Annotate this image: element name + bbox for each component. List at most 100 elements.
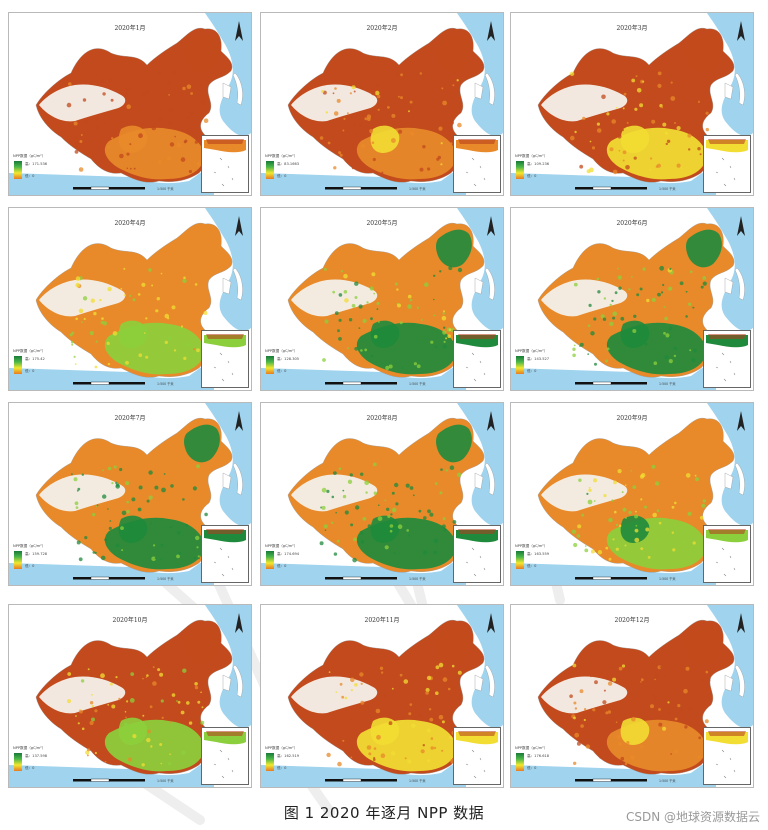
npp-texture-dot [634,514,639,519]
npp-texture-dot [324,319,329,324]
legend-color-ramp [14,161,22,179]
npp-texture-dot [364,117,368,121]
npp-texture-dot [391,751,396,756]
npp-texture-dot [590,549,595,554]
npp-texture-dot [373,292,376,295]
npp-texture-dot [331,521,334,524]
npp-texture-dot [141,282,146,287]
neighbor-land [222,462,243,496]
npp-texture-dot [668,286,673,291]
npp-texture-dot [394,282,398,286]
scale-bar-segment [592,381,612,385]
npp-legend: NPP数据（gC/m²） 高：171.536 低：0 [13,154,73,194]
npp-texture-dot [692,541,696,545]
npp-texture-dot [145,317,148,320]
npp-texture-dot [592,708,596,712]
npp-texture-dot [373,758,376,762]
scale-bar-segment [342,186,362,190]
npp-texture-dot [597,290,601,294]
npp-texture-dot [93,311,97,316]
npp-texture-dot [602,317,607,321]
npp-texture-dot [433,550,438,555]
npp-texture-dot [643,505,647,509]
npp-legend: NPP数据（gC/m²） 高：137.598 低：0 [13,746,73,786]
npp-texture-dot [372,157,376,162]
south-china-sea-inset [201,727,249,785]
npp-texture-dot [427,759,430,762]
npp-texture-dot [612,169,618,175]
npp-texture-dot [433,274,436,277]
npp-texture-dot [596,277,600,281]
npp-texture-dot [583,708,587,711]
npp-texture-dot [658,708,661,711]
npp-texture-dot [333,471,337,475]
npp-texture-dot [423,516,427,520]
legend-title: NPP数据（gC/m²） [265,746,298,750]
npp-texture-dot [344,298,349,303]
legend-low-value: 低：0 [277,766,287,770]
npp-texture-dot [640,744,644,749]
scale-bar-segment [109,382,145,385]
npp-texture-dot [75,715,77,717]
npp-legend: NPP数据（gC/m²） 高：163.559 低：0 [515,544,575,584]
npp-texture-dot [158,108,162,112]
npp-texture-dot [331,495,335,499]
sichuan-basin [620,125,650,153]
npp-texture-dot [631,716,636,722]
npp-texture-dot [404,757,407,760]
sichuan-basin [620,717,650,745]
npp-texture-dot [94,751,97,755]
npp-texture-dot [336,98,341,103]
npp-texture-dot [126,87,130,91]
npp-texture-dot [664,316,668,321]
scale-bar-segment [592,576,612,580]
npp-texture-dot [573,761,577,765]
map-scale-label: 1:500 千米 [157,577,174,581]
northeast-region [436,34,472,73]
npp-texture-dot [654,481,660,486]
npp-texture-dot [359,122,363,126]
npp-texture-dot [120,526,124,530]
npp-texture-dot [412,494,415,497]
npp-texture-dot [401,367,404,369]
npp-texture-dot [360,472,364,476]
npp-texture-dot [677,704,681,708]
npp-texture-dot [668,359,673,364]
npp-texture-dot [342,489,345,492]
npp-texture-dot [442,517,446,521]
npp-texture-dot [613,480,617,485]
npp-texture-dot [435,665,440,670]
scale-bar-segment [342,576,362,580]
npp-texture-dot [379,666,384,670]
scale-bar-segment [592,778,612,782]
south-china-sea-inset [453,525,501,583]
south-china-sea-inset [703,330,751,388]
npp-texture-dot [607,681,613,686]
sichuan-basin [620,515,650,543]
npp-texture-dot [129,167,132,170]
npp-texture-dot [354,281,359,286]
npp-texture-dot [621,128,624,132]
npp-texture-dot [403,679,409,684]
npp-texture-dot [376,734,381,740]
sea-south [511,358,716,390]
npp-texture-dot [160,543,164,547]
legend-high-value: 高：128.305 [277,357,300,361]
panel-month-title: 2020年7月 [114,415,146,422]
npp-texture-dot [126,152,130,156]
npp-texture-dot [650,157,653,160]
npp-texture-dot [442,100,447,106]
npp-texture-dot [193,557,197,560]
legend-low-value: 低：0 [527,564,537,568]
npp-texture-dot [434,345,438,349]
npp-texture-dot [624,484,627,486]
npp-texture-dot [196,348,200,353]
npp-texture-dot [84,536,88,540]
map-scale-label: 1:500 千米 [659,577,676,581]
npp-texture-dot [152,681,157,686]
npp-map-panel: 2020年2月 NPP数据（gC/m²） 高：83.1663 低：0 1:500 千米 [260,12,504,196]
legend-low-value: 低：0 [527,174,537,178]
npp-texture-dot [653,361,658,365]
npp-texture-dot [450,142,453,145]
npp-legend: NPP数据（gC/m²） 高：128.305 低：0 [265,349,325,389]
